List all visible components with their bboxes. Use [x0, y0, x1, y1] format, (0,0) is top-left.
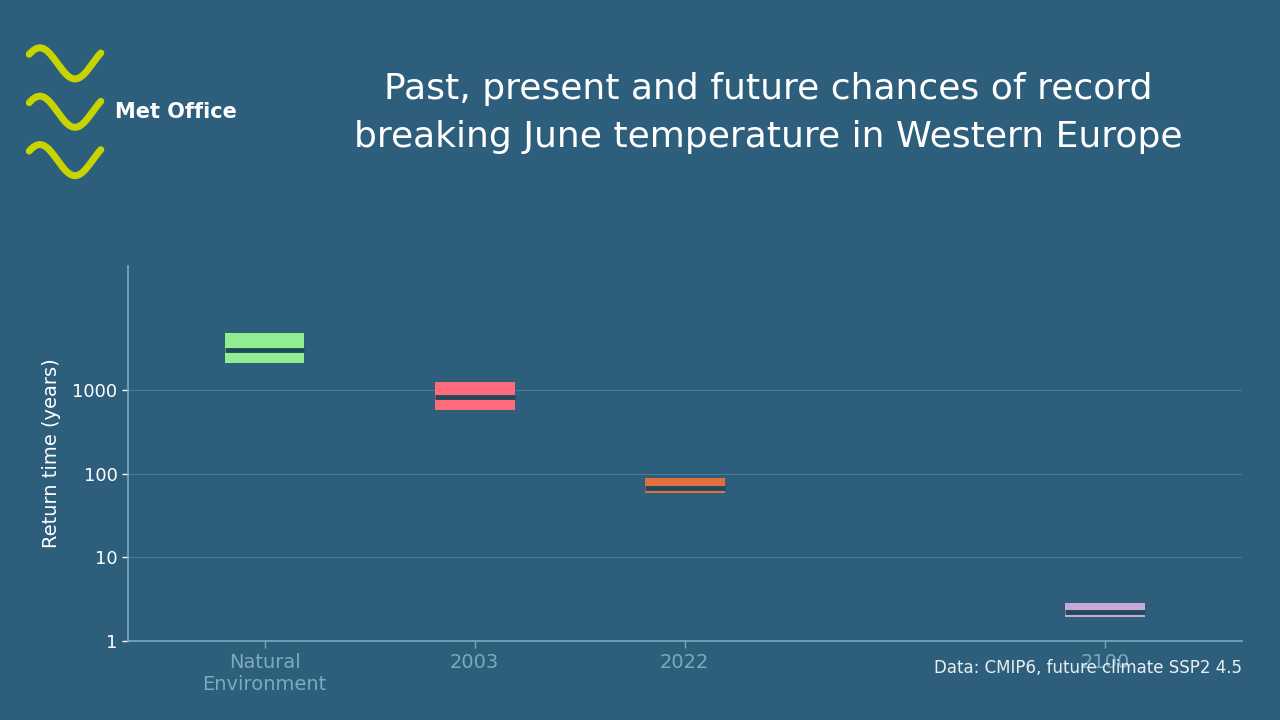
Text: Data: CMIP6, future climate SSP2 4.5: Data: CMIP6, future climate SSP2 4.5 — [933, 659, 1242, 677]
Bar — [645, 478, 724, 493]
Text: Met Office: Met Office — [115, 102, 237, 122]
Text: Past, present and future chances of record
breaking June temperature in Western : Past, present and future chances of reco… — [353, 72, 1183, 153]
Y-axis label: Return time (years): Return time (years) — [42, 359, 61, 549]
Bar — [435, 382, 515, 410]
Bar — [225, 333, 305, 363]
Bar — [1065, 603, 1144, 618]
